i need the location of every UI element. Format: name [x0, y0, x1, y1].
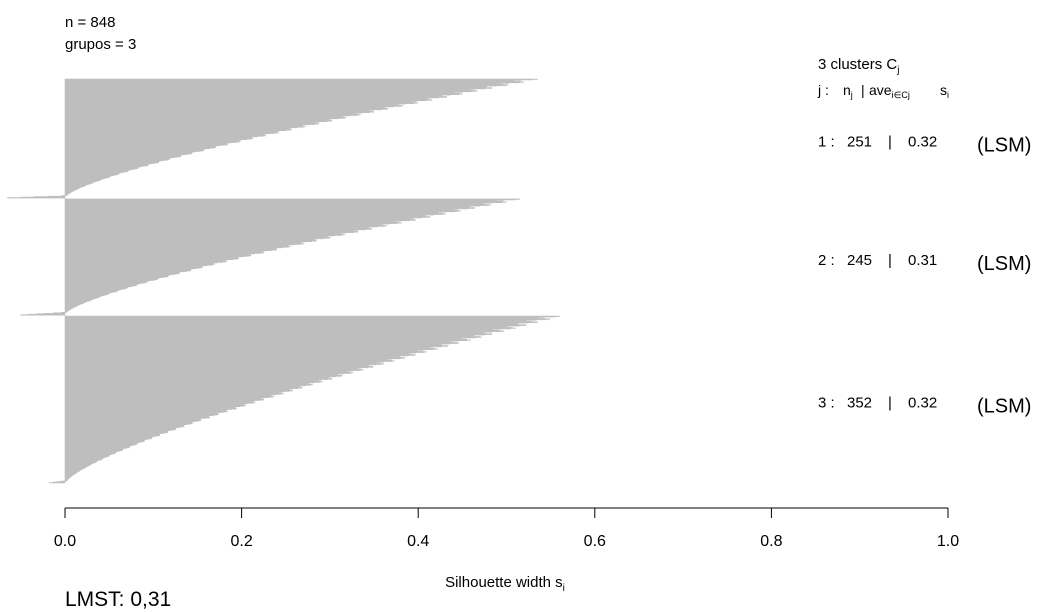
x-axis-label: Silhouette width si: [445, 574, 565, 594]
groups-label: grupos = 3: [65, 36, 136, 53]
cluster-1-sep: |: [888, 134, 892, 151]
x-tick-label: 1.0: [937, 533, 959, 550]
x-axis: 0.0 0.2 0.4 0.6 0.8 1.0: [54, 507, 959, 550]
x-tick-label: 0.0: [54, 533, 76, 550]
x-tick-label: 0.8: [760, 533, 782, 550]
cluster-2-size: 245: [847, 252, 872, 269]
silhouette-bars: [7, 78, 560, 484]
legend-header-sep: |: [861, 82, 865, 98]
footer-stat: LMST: 0,31: [65, 588, 171, 611]
legend-header-s: si: [940, 82, 949, 100]
legend-header-n: nj: [843, 82, 853, 100]
cluster-3-label: (LSM): [977, 396, 1031, 418]
cluster-2-id: 2 :: [818, 252, 835, 269]
cluster-3-id: 3 :: [818, 395, 835, 412]
cluster-1-label: (LSM): [977, 135, 1031, 157]
cluster-3-sep: |: [888, 395, 892, 412]
n-label: n = 848: [65, 14, 115, 31]
x-tick-label: 0.2: [230, 533, 252, 550]
x-tick-label: 0.4: [407, 533, 429, 550]
x-tick-label: 0.6: [584, 533, 606, 550]
cluster-2-average: 0.31: [908, 252, 937, 269]
cluster-2-label: (LSM): [977, 253, 1031, 275]
cluster-labels: 1 : 251 | 0.32 (LSM) 2 : 245 | 0.31 (LSM) 3 : 352 | 0…: [818, 134, 1031, 418]
cluster-1-id: 1 :: [818, 134, 835, 151]
cluster-1-bars: [7, 78, 538, 199]
cluster-3-average: 0.32: [908, 395, 937, 412]
cluster-2-sep: |: [888, 252, 892, 269]
legend-title: 3 clusters Cj: [818, 56, 899, 76]
cluster-2-bars: [20, 198, 521, 316]
cluster-3-size: 352: [847, 395, 872, 412]
legend-header-ave: avei∈Cj: [869, 82, 910, 100]
legend-header-j: j :: [817, 82, 829, 98]
cluster-3-bars: [48, 315, 560, 484]
cluster-1-average: 0.32: [908, 134, 937, 151]
legend-header: j : nj | avei∈Cj si: [817, 82, 949, 100]
cluster-1-size: 251: [847, 134, 872, 151]
